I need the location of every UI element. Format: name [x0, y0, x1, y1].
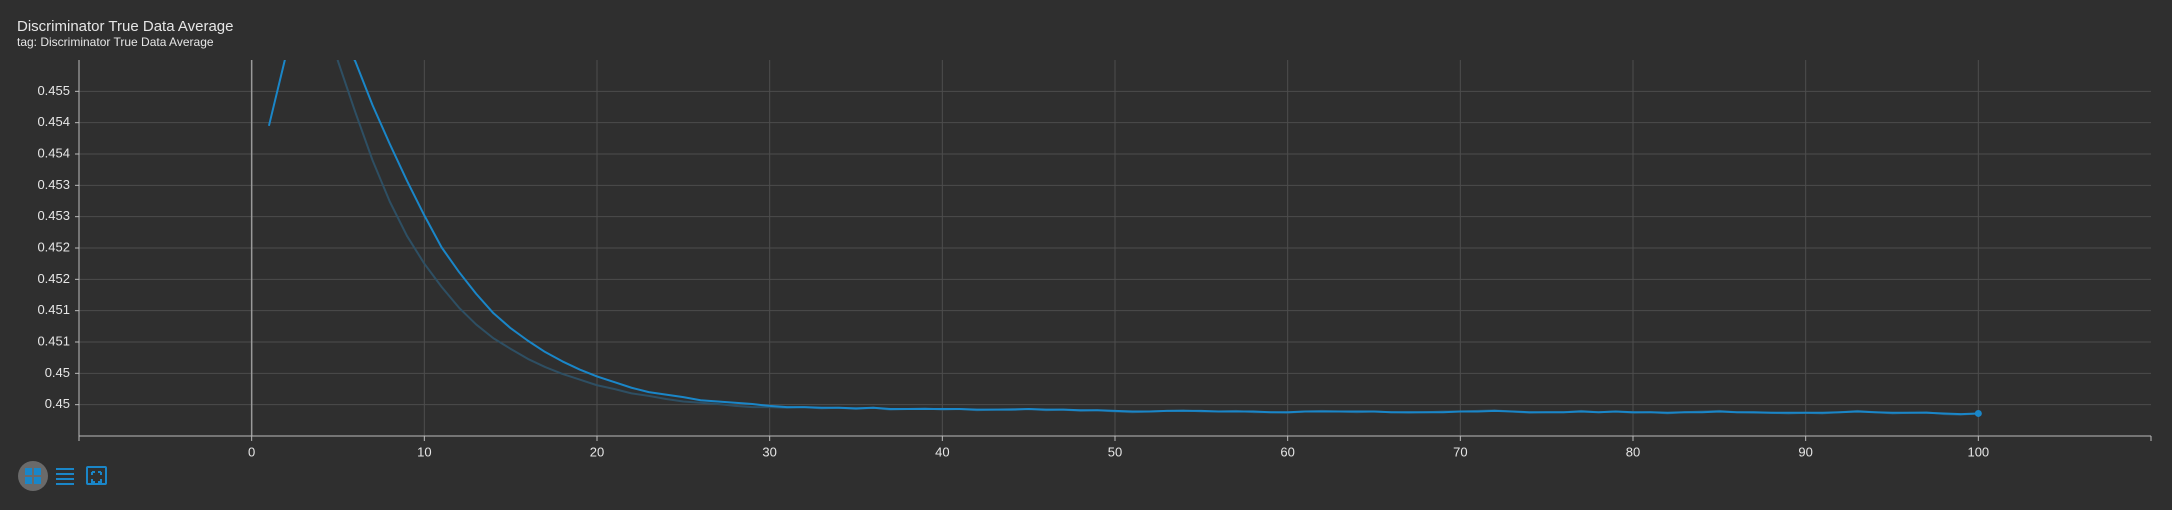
x-tick-label: 20 [590, 444, 604, 459]
series-line [336, 60, 1979, 416]
y-tick-label: 0.453 [37, 208, 70, 223]
y-tick-label: 0.452 [37, 239, 70, 254]
x-tick-label: 80 [1626, 444, 1640, 459]
y-tick-label: 0.454 [37, 114, 70, 129]
fit-domain-button[interactable] [86, 466, 107, 485]
y-tick-label: 0.454 [37, 145, 70, 160]
x-tick-label: 30 [762, 444, 776, 459]
series-line [267, 60, 1979, 416]
chart-title: Discriminator True Data Average [17, 18, 233, 35]
x-tick-label: 10 [417, 444, 431, 459]
x-tick-label: 100 [1967, 444, 1989, 459]
grid: 0.4550.4540.4540.4530.4530.4520.4520.451… [37, 60, 2152, 459]
y-tick-label: 0.452 [37, 271, 70, 286]
expand-button[interactable] [18, 461, 48, 491]
x-tick-label: 90 [1798, 444, 1812, 459]
chart-subtitle: tag: Discriminator True Data Average [17, 35, 214, 49]
y-tick-label: 0.451 [37, 302, 70, 317]
x-tick-label: 40 [935, 444, 949, 459]
toolbar [18, 461, 107, 491]
x-tick-label: 0 [248, 444, 255, 459]
last-point [1974, 409, 1982, 417]
x-tick-label: 70 [1453, 444, 1467, 459]
x-tick-label: 60 [1280, 444, 1294, 459]
y-tick-label: 0.453 [37, 177, 70, 192]
x-tick-label: 50 [1108, 444, 1122, 459]
y-tick-label: 0.451 [37, 333, 70, 348]
data-table-button[interactable] [56, 468, 74, 485]
plot-area [267, 60, 1982, 417]
y-tick-label: 0.455 [37, 83, 70, 98]
y-tick-label: 0.45 [45, 365, 70, 380]
y-tick-label: 0.45 [45, 396, 70, 411]
